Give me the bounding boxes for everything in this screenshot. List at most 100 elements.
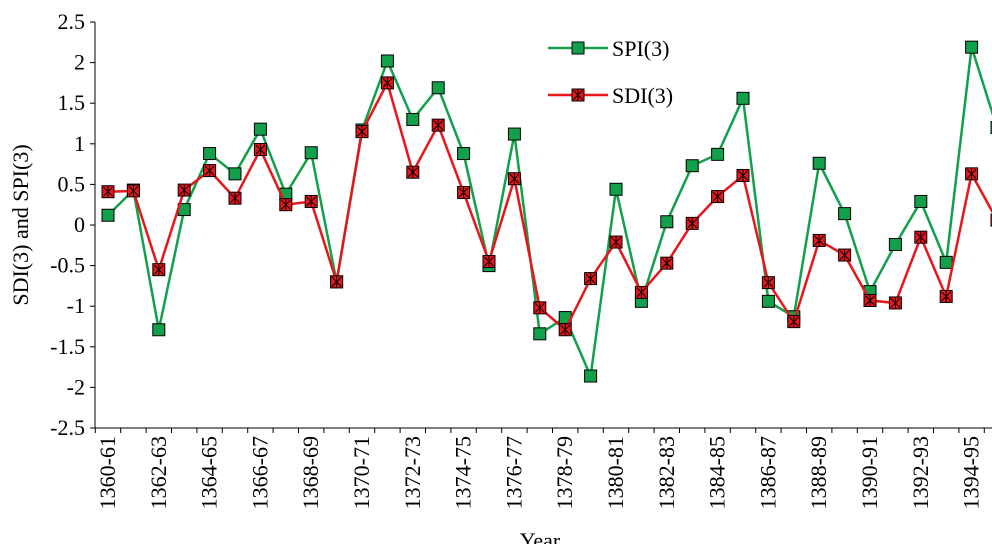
- x-tick-label: 1380-81: [603, 436, 628, 509]
- x-tick-label: 1366-67: [247, 436, 272, 509]
- marker: [101, 208, 115, 222]
- marker-asterisk: [738, 169, 748, 181]
- marker-asterisk: [331, 276, 342, 288]
- marker-asterisk: [433, 119, 444, 131]
- marker-asterisk: [661, 257, 672, 269]
- y-tick-label: -2.5: [50, 415, 85, 440]
- marker: [203, 147, 217, 161]
- marker: [939, 255, 953, 269]
- marker-asterisk: [573, 89, 583, 101]
- marker-asterisk: [407, 166, 418, 178]
- marker-asterisk: [103, 186, 113, 198]
- x-tick-label: 1384-85: [705, 436, 730, 509]
- series: [101, 40, 992, 383]
- series-line: [107, 46, 992, 381]
- marker-asterisk: [357, 126, 367, 138]
- y-tick-label: 0: [74, 212, 85, 237]
- marker-asterisk: [636, 286, 647, 298]
- marker: [685, 159, 699, 173]
- x-tick-label: 1388-89: [806, 436, 831, 509]
- y-tick-label: -1.5: [50, 334, 85, 359]
- marker: [965, 40, 979, 54]
- x-tick-label: 1368-69: [298, 436, 323, 509]
- marker-asterisk: [839, 249, 850, 261]
- marker-asterisk: [788, 316, 799, 328]
- marker-asterisk: [585, 273, 596, 285]
- marker-asterisk: [280, 199, 291, 211]
- x-tick-label: 1372-73: [400, 436, 425, 509]
- y-tick-label: -2: [67, 374, 85, 399]
- y-axis-label: SDI(3) and SPI(3): [8, 144, 33, 305]
- y-tick-label: -0.5: [50, 253, 85, 278]
- marker: [736, 91, 750, 105]
- legend-label: SDI(3): [612, 83, 673, 108]
- marker-asterisk: [128, 185, 139, 197]
- marker: [228, 167, 242, 181]
- marker: [838, 207, 852, 221]
- marker-asterisk: [712, 191, 723, 203]
- marker: [431, 81, 445, 95]
- x-axis-label: Year: [520, 528, 561, 544]
- y-tick-label: 2.5: [58, 9, 86, 34]
- x-tick-label: 1364-65: [197, 436, 222, 509]
- marker: [571, 41, 585, 55]
- marker-asterisk: [458, 187, 469, 199]
- marker-asterisk: [763, 277, 774, 289]
- y-tick-label: 1: [74, 131, 85, 156]
- marker: [380, 54, 394, 68]
- x-tick-label: 1360-61: [95, 436, 120, 509]
- legend-label: SPI(3): [612, 36, 669, 61]
- marker-asterisk: [915, 231, 926, 243]
- marker: [533, 327, 547, 341]
- marker-asterisk: [941, 290, 952, 302]
- marker-asterisk: [814, 234, 825, 246]
- marker: [888, 237, 902, 251]
- marker: [914, 194, 928, 208]
- marker-asterisk: [560, 324, 571, 336]
- x-tick-label: 1394-95: [959, 436, 984, 509]
- marker-asterisk: [966, 168, 977, 180]
- marker-asterisk: [865, 295, 875, 307]
- marker-asterisk: [484, 256, 494, 268]
- y-tick-label: -1: [67, 293, 85, 318]
- series: [101, 76, 992, 337]
- y-tick-label: 0.5: [58, 171, 86, 196]
- marker-asterisk: [204, 165, 215, 177]
- marker: [304, 146, 318, 160]
- x-tick-label: 1370-71: [349, 436, 374, 509]
- marker: [711, 147, 725, 161]
- marker: [812, 156, 826, 170]
- marker-asterisk: [509, 173, 520, 185]
- marker-asterisk: [687, 217, 698, 229]
- x-tick-label: 1386-87: [755, 436, 780, 509]
- marker-asterisk: [255, 143, 266, 155]
- marker: [507, 127, 521, 141]
- marker: [406, 112, 420, 126]
- x-tick-label: 1362-63: [146, 436, 171, 509]
- x-tick-label: 1382-83: [654, 436, 679, 509]
- marker-asterisk: [534, 302, 545, 314]
- x-tick-label: 1374-75: [451, 436, 476, 509]
- marker-asterisk: [890, 297, 901, 309]
- y-tick-label: 1.5: [58, 90, 86, 115]
- marker-asterisk: [306, 195, 317, 207]
- series-line: [107, 79, 992, 332]
- marker-asterisk: [179, 184, 190, 196]
- marker-asterisk: [230, 192, 240, 204]
- marker: [457, 147, 471, 161]
- marker: [584, 369, 598, 383]
- y-tick-label: 2: [74, 50, 85, 75]
- x-tick-label: 1378-79: [552, 436, 577, 509]
- marker: [609, 182, 623, 196]
- marker: [152, 323, 166, 337]
- marker-asterisk: [153, 264, 164, 276]
- x-tick-label: 1390-91: [857, 436, 882, 509]
- marker: [761, 294, 775, 308]
- marker: [660, 215, 674, 229]
- marker-asterisk: [382, 77, 393, 89]
- x-tick-label: 1392-93: [908, 436, 933, 509]
- marker: [253, 122, 267, 136]
- x-tick-label: 1376-77: [501, 436, 526, 509]
